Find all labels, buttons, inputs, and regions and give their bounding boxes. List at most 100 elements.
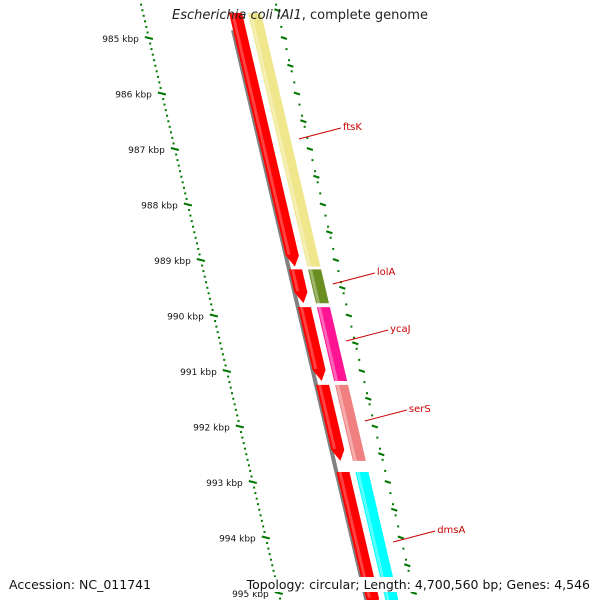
outer-tick bbox=[397, 535, 405, 540]
minor-tick bbox=[175, 153, 178, 156]
minor-tick bbox=[149, 42, 152, 45]
gene-highlight-serS bbox=[336, 384, 357, 461]
tick-label: 987 kbp bbox=[128, 146, 165, 156]
minor-tick bbox=[229, 386, 232, 389]
minor-tick bbox=[253, 486, 256, 489]
minor-tick bbox=[167, 120, 170, 123]
minor-tick bbox=[247, 464, 250, 467]
minor-tick bbox=[171, 136, 174, 139]
outer-tick bbox=[390, 507, 398, 512]
gene-label-ycaJ: ycaJ bbox=[390, 324, 411, 335]
minor-tick bbox=[207, 292, 210, 295]
minor-tick bbox=[250, 475, 253, 478]
leader-line-serS bbox=[364, 409, 408, 422]
minor-tick bbox=[189, 214, 192, 217]
outer-tick bbox=[274, 8, 281, 13]
outer-minor-tick bbox=[316, 181, 319, 184]
outer-minor-tick bbox=[288, 59, 291, 62]
minor-tick bbox=[185, 197, 188, 200]
minor-tick bbox=[190, 220, 193, 223]
tick-label: 990 kbp bbox=[167, 313, 204, 323]
minor-tick bbox=[146, 31, 149, 34]
minor-tick bbox=[145, 25, 148, 28]
gene-block-lolA bbox=[308, 269, 329, 304]
outer-tick bbox=[358, 369, 366, 373]
tick-label: 994 kbp bbox=[219, 535, 256, 545]
major-tick bbox=[222, 369, 232, 373]
minor-tick bbox=[194, 236, 197, 239]
outer-tick bbox=[371, 424, 379, 429]
major-tick bbox=[170, 147, 180, 151]
outer-minor-tick bbox=[381, 458, 384, 461]
major-tick bbox=[157, 91, 167, 96]
minor-tick bbox=[249, 469, 252, 472]
outer-minor-tick bbox=[376, 436, 379, 439]
outer-tick bbox=[352, 341, 359, 346]
outer-minor-tick bbox=[350, 325, 353, 328]
gene-highlight-ftsK bbox=[249, 13, 312, 267]
minor-tick bbox=[210, 303, 213, 306]
outer-minor-tick bbox=[290, 70, 293, 73]
major-tick bbox=[248, 480, 258, 484]
minor-tick bbox=[141, 9, 144, 12]
minor-tick bbox=[177, 164, 180, 167]
outer-tick bbox=[313, 174, 320, 179]
minor-tick bbox=[231, 392, 234, 395]
outer-minor-tick bbox=[358, 358, 361, 361]
gene-block-serS bbox=[335, 384, 366, 461]
outer-minor-tick bbox=[327, 225, 330, 228]
cds-highlight-ftsK bbox=[231, 13, 291, 255]
outer-minor-tick bbox=[363, 381, 366, 384]
outer-minor-tick bbox=[391, 503, 394, 506]
minor-tick bbox=[172, 142, 175, 145]
cds-highlight-lolA bbox=[291, 269, 300, 292]
major-tick bbox=[261, 535, 271, 540]
gene-highlight-lolA bbox=[309, 269, 320, 304]
outer-tick bbox=[326, 230, 333, 235]
outer-minor-tick bbox=[345, 303, 348, 306]
minor-tick bbox=[236, 414, 239, 417]
minor-tick bbox=[269, 558, 272, 561]
minor-tick bbox=[279, 597, 282, 600]
outer-minor-tick bbox=[293, 81, 296, 84]
minor-tick bbox=[154, 64, 157, 67]
major-tick bbox=[144, 36, 154, 40]
outer-minor-tick bbox=[384, 469, 387, 472]
accession-text: Accession: NC_011741 bbox=[9, 577, 152, 592]
minor-tick bbox=[140, 3, 143, 6]
gene-label-lolA: lolA bbox=[377, 267, 396, 278]
major-tick bbox=[196, 258, 206, 262]
cds-highlight-ycaJ bbox=[299, 307, 318, 369]
minor-tick bbox=[155, 70, 158, 73]
topology-text: Topology: circular; Length: 4,700,560 bp… bbox=[246, 577, 590, 592]
minor-tick bbox=[254, 492, 257, 495]
minor-tick bbox=[219, 342, 222, 345]
outer-tick bbox=[332, 258, 340, 262]
minor-tick bbox=[272, 569, 275, 572]
outer-minor-tick bbox=[355, 347, 358, 350]
outer-tick bbox=[377, 452, 385, 457]
minor-tick bbox=[208, 297, 211, 300]
outer-minor-tick bbox=[275, 3, 278, 6]
outer-minor-tick bbox=[280, 25, 283, 28]
minor-tick bbox=[221, 353, 224, 356]
tick-label: 995 kbp bbox=[232, 590, 269, 600]
cds-layer bbox=[229, 13, 380, 600]
minor-tick bbox=[259, 514, 262, 517]
outer-minor-tick bbox=[324, 214, 327, 217]
minor-tick bbox=[195, 242, 198, 245]
outer-minor-tick bbox=[301, 114, 304, 117]
minor-tick bbox=[260, 519, 263, 522]
major-tick bbox=[209, 313, 219, 318]
tick-label: 993 kbp bbox=[206, 479, 243, 489]
minor-tick bbox=[169, 131, 172, 134]
minor-tick bbox=[220, 347, 223, 350]
minor-tick bbox=[188, 209, 191, 212]
minor-tick bbox=[227, 375, 230, 378]
minor-tick bbox=[142, 14, 145, 17]
outer-minor-tick bbox=[394, 514, 397, 517]
leader-line-lolA bbox=[332, 272, 375, 285]
minor-tick bbox=[156, 75, 159, 78]
gene-layer bbox=[248, 13, 399, 600]
